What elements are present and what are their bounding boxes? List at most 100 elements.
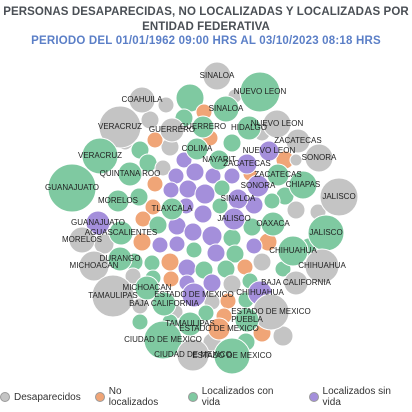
bubble-guanajuato bbox=[47, 163, 97, 213]
bubble-label: JALISCO bbox=[217, 214, 250, 223]
legend-label: Desaparecidos bbox=[14, 391, 81, 403]
legend-swatch bbox=[187, 392, 198, 402]
bubble-chihuahua bbox=[277, 235, 309, 267]
bubble-unlabeled-localizados-sin-vida bbox=[201, 225, 223, 247]
bubble-unlabeled-no-localizados bbox=[132, 232, 152, 252]
bubble-unlabeled-desaparecidos bbox=[286, 200, 306, 220]
bubble-unlabeled-localizados-con-vida bbox=[211, 197, 229, 215]
bubble-label: TLAXCALA bbox=[152, 204, 194, 213]
bubble-label: NUEVO LEON bbox=[251, 119, 304, 128]
bubble-colima bbox=[185, 137, 209, 161]
bubble-label: CHIHUAHUA bbox=[236, 288, 284, 297]
bubble-label: HIDALGO bbox=[231, 123, 267, 132]
chart-title-line-2: ENTIDAD FEDERATIVA bbox=[142, 21, 270, 33]
bubble-label: BAJA CALIFORNIA bbox=[261, 278, 331, 287]
legend-label: No localizados bbox=[108, 386, 159, 408]
bubble-veracruz bbox=[98, 105, 142, 149]
bubble-chiapas bbox=[288, 170, 318, 200]
bubble-unlabeled-localizados-con-vida bbox=[225, 244, 245, 264]
bubble-unlabeled-localizados-con-vida bbox=[222, 228, 242, 248]
legend-item-desaparecidos[interactable]: Desaparecidos bbox=[0, 386, 81, 408]
bubble-label: CHIHUAHUA bbox=[298, 261, 346, 270]
bubble-hidalgo bbox=[236, 115, 262, 141]
bubble-unlabeled-localizados-con-vida bbox=[222, 133, 242, 153]
bubble-label: ESTADO DE MEXICO bbox=[231, 307, 310, 316]
chart-legend: Desaparecidos No localizados Localizados c… bbox=[0, 386, 412, 408]
bubble-label: SINALOA bbox=[209, 104, 244, 113]
bubble-unlabeled-no-localizados bbox=[162, 270, 180, 288]
bubble-label: MORELOS bbox=[98, 196, 138, 205]
legend-item-no-localizados[interactable]: No localizados bbox=[94, 386, 174, 408]
bubble-baja-california bbox=[151, 291, 177, 317]
bubble-unlabeled-localizados-sin-vida bbox=[178, 179, 198, 199]
bubble-label: SONORA bbox=[302, 153, 337, 162]
bubble-label: SINALOA bbox=[200, 71, 235, 80]
bubble-label: CHIAPAS bbox=[286, 180, 321, 189]
bubble-label: GUANAJUATO bbox=[45, 183, 99, 192]
bubble-label: VERACRUZ bbox=[98, 122, 142, 131]
bubble-morelos bbox=[106, 189, 130, 213]
bubble-unlabeled-localizados-sin-vida bbox=[183, 222, 203, 242]
bubble-tamaulipas bbox=[177, 311, 203, 337]
bubble-unlabeled-localizados-sin-vida bbox=[162, 181, 180, 199]
legend-item-localizados-con-vida[interactable]: Localizados con vida bbox=[187, 386, 295, 408]
legend-swatch bbox=[0, 392, 10, 402]
bubble-michoacan bbox=[78, 250, 110, 282]
bubble-veracruz bbox=[81, 137, 119, 175]
bubble-unlabeled-localizados-con-vida bbox=[131, 313, 149, 331]
bubble-label: MORELOS bbox=[62, 235, 102, 244]
bubble-unlabeled-localizados-sin-vida bbox=[206, 243, 226, 263]
bubble-unlabeled-localizados-sin-vida bbox=[202, 273, 222, 293]
bubble-unlabeled-desaparecidos bbox=[222, 274, 242, 294]
bubble-zacatecas bbox=[266, 163, 290, 187]
bubble-unlabeled-no-localizados bbox=[160, 252, 180, 272]
bubble-unlabeled-desaparecidos bbox=[124, 267, 142, 285]
bubble-unlabeled-desaparecidos bbox=[154, 159, 172, 177]
bubble-chihuahua bbox=[304, 248, 340, 284]
bubble-label: ESTADO DE MEXICO bbox=[154, 290, 233, 299]
bubble-coahuila bbox=[128, 86, 156, 114]
bubble-guerrero bbox=[191, 115, 215, 139]
legend-swatch bbox=[94, 392, 105, 402]
bubble-baja-california bbox=[283, 270, 309, 296]
bubble-nuevo-leon bbox=[239, 71, 281, 113]
bubble-unlabeled-desaparecidos bbox=[252, 252, 272, 272]
bubble-nayarit bbox=[208, 149, 230, 171]
bubble-tamaulipas bbox=[91, 274, 135, 318]
bubble-unlabeled-desaparecidos bbox=[140, 110, 160, 130]
bubble-label: BAJA CALIFORNIA bbox=[129, 299, 199, 308]
bubble-label: TAMAULIPAS bbox=[165, 319, 215, 328]
bubble-jalisco bbox=[222, 207, 246, 231]
bubble-nuevo-leon bbox=[258, 140, 280, 162]
bubble-sinaloa bbox=[202, 61, 232, 91]
bubble-unlabeled-localizados-sin-vida bbox=[194, 183, 216, 205]
bubble-label: MICHOACAN bbox=[123, 283, 172, 292]
bubble-label: SONORA bbox=[241, 181, 276, 190]
bubble-label: CIUDAD DE MEXICO bbox=[124, 335, 202, 344]
bubble-label: GUERRERO bbox=[180, 122, 226, 131]
bubble-label: ZACATECAS bbox=[274, 136, 321, 145]
bubble-label: COLIMA bbox=[182, 144, 213, 153]
bubble-unlabeled-localizados-con-vida bbox=[185, 241, 203, 259]
bubble-sonora bbox=[246, 174, 270, 198]
bubble-jalisco bbox=[319, 177, 359, 217]
legend-item-localizados-sin-vida[interactable]: Localizados sin vida bbox=[308, 386, 412, 408]
bubble-guanajuato bbox=[85, 210, 111, 236]
bubble-zacatecas bbox=[285, 128, 311, 154]
bubble-unlabeled-no-localizados bbox=[146, 131, 164, 149]
bubble-label: NAYARIT bbox=[202, 155, 236, 164]
legend-label: Localizados sin vida bbox=[322, 386, 391, 408]
bubble-unlabeled-localizados-sin-vida bbox=[168, 235, 186, 253]
bubble-morelos bbox=[68, 226, 96, 254]
bubble-label: OAXACA bbox=[256, 219, 290, 228]
bubble-estado-de-mexico bbox=[181, 282, 207, 308]
bubble-unlabeled-desaparecidos bbox=[157, 96, 175, 114]
bubble-unlabeled-localizados-sin-vida bbox=[245, 237, 263, 255]
bubble-unlabeled-localizados-con-vida bbox=[213, 179, 231, 197]
bubble-label: ESTADO DE MEXICO bbox=[179, 324, 258, 333]
bubble-unlabeled-localizados-con-vida bbox=[129, 187, 149, 207]
bubble-label: MICHOACAN bbox=[70, 261, 119, 270]
bubble-sinaloa bbox=[212, 95, 240, 123]
bubble-puebla bbox=[234, 307, 260, 333]
